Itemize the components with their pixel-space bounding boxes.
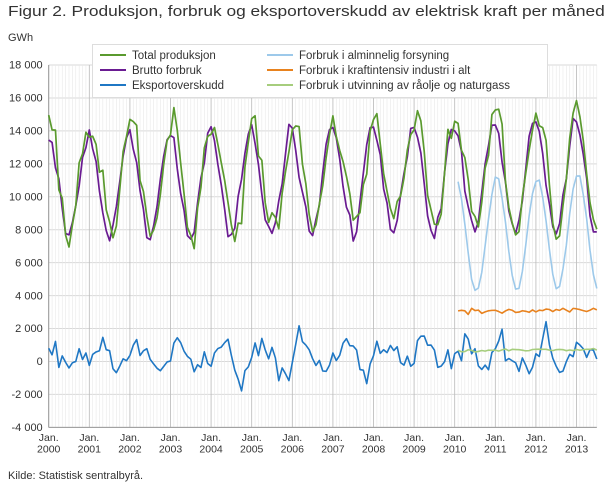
svg-text:Jan.: Jan.	[323, 432, 343, 444]
svg-text:8 000: 8 000	[15, 224, 43, 236]
svg-text:2001: 2001	[78, 443, 102, 455]
svg-text:Jan.: Jan.	[39, 432, 59, 444]
svg-text:Jan.: Jan.	[404, 432, 424, 444]
svg-text:Jan.: Jan.	[161, 432, 181, 444]
svg-text:Jan.: Jan.	[364, 432, 384, 444]
svg-text:Jan.: Jan.	[445, 432, 465, 444]
svg-text:-2 000: -2 000	[11, 389, 42, 401]
svg-text:2012: 2012	[524, 443, 548, 455]
svg-text:2009: 2009	[402, 443, 426, 455]
svg-text:2007: 2007	[321, 443, 345, 455]
svg-text:2000: 2000	[37, 443, 61, 455]
svg-text:4 000: 4 000	[15, 290, 43, 302]
svg-text:Jan.: Jan.	[242, 432, 262, 444]
svg-text:16 000: 16 000	[9, 93, 43, 105]
svg-text:2 000: 2 000	[15, 323, 43, 335]
svg-text:14 000: 14 000	[9, 126, 43, 138]
svg-text:Jan.: Jan.	[567, 432, 587, 444]
svg-text:2006: 2006	[281, 443, 305, 455]
svg-text:0: 0	[37, 356, 43, 368]
svg-text:6 000: 6 000	[15, 257, 43, 269]
svg-text:Jan.: Jan.	[201, 432, 221, 444]
svg-text:Jan.: Jan.	[79, 432, 99, 444]
svg-text:2004: 2004	[199, 443, 223, 455]
svg-text:12 000: 12 000	[9, 159, 43, 171]
svg-text:2005: 2005	[240, 443, 264, 455]
svg-text:2011: 2011	[484, 443, 507, 455]
svg-text:Jan.: Jan.	[526, 432, 546, 444]
svg-text:2010: 2010	[443, 443, 467, 455]
svg-text:2013: 2013	[565, 443, 589, 455]
svg-text:Jan.: Jan.	[282, 432, 302, 444]
svg-text:Jan.: Jan.	[485, 432, 505, 444]
svg-text:2008: 2008	[362, 443, 386, 455]
svg-text:2002: 2002	[118, 443, 142, 455]
svg-text:2003: 2003	[159, 443, 183, 455]
svg-text:10 000: 10 000	[9, 191, 43, 203]
svg-text:Jan.: Jan.	[120, 432, 140, 444]
svg-text:18 000: 18 000	[9, 60, 43, 72]
